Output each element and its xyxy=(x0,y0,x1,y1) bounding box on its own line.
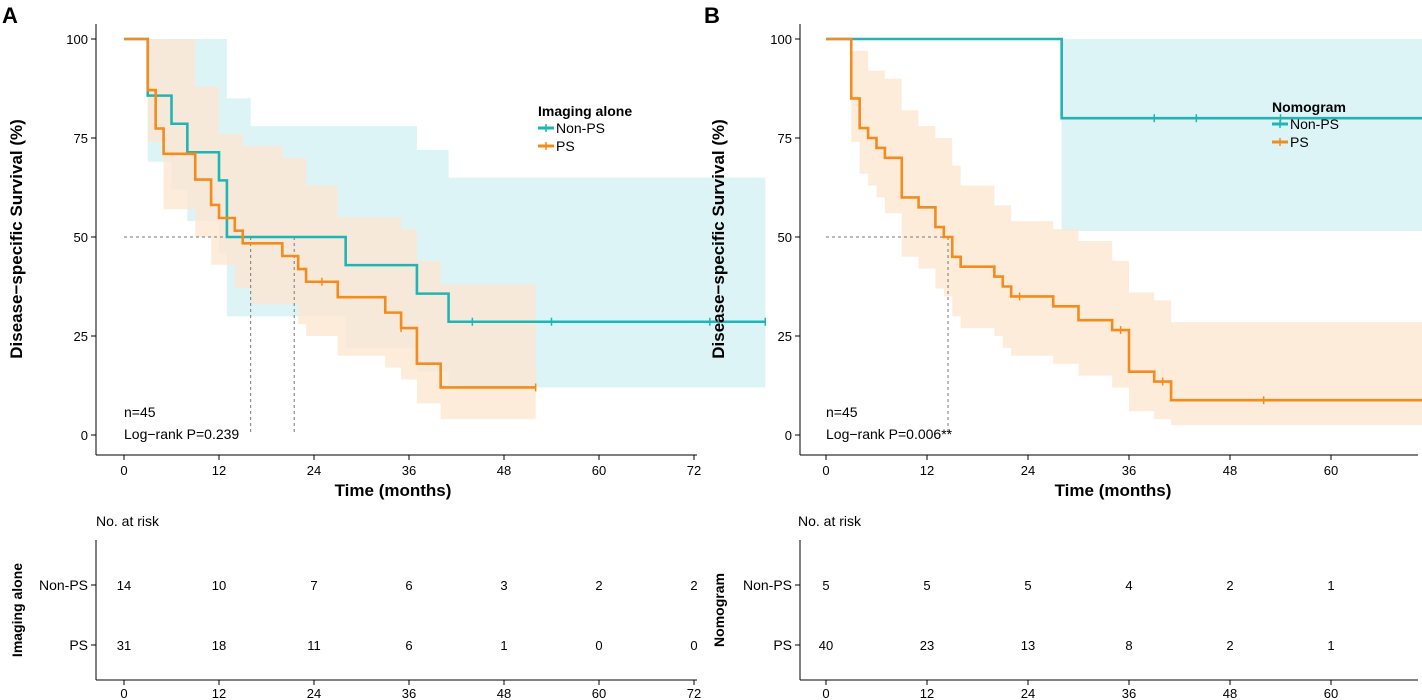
legend-label-non-ps: Non-PS xyxy=(556,120,605,136)
risk-x-tick-label: 12 xyxy=(212,686,226,700)
km-panel-b: B02550751000122436486072Disease−specific… xyxy=(704,3,1422,700)
risk-count: 5 xyxy=(822,578,829,593)
ci-band-ps xyxy=(826,39,1422,426)
risk-count: 2 xyxy=(1226,578,1233,593)
n-annotation: n=45 xyxy=(124,404,156,420)
risk-count: 1 xyxy=(1327,578,1334,593)
risk-count: 18 xyxy=(212,638,226,653)
risk-x-tick-label: 48 xyxy=(1223,686,1237,700)
risk-count: 6 xyxy=(405,638,412,653)
legend-label-ps: PS xyxy=(556,138,575,154)
risk-x-tick-label: 24 xyxy=(1021,686,1035,700)
x-tick-label: 36 xyxy=(402,463,416,478)
risk-table-title: No. at risk xyxy=(798,513,862,529)
risk-count: 10 xyxy=(212,578,226,593)
x-tick-label: 24 xyxy=(1021,463,1035,478)
y-tick-label: 75 xyxy=(778,131,792,146)
risk-count: 0 xyxy=(595,638,602,653)
risk-x-tick-label: 0 xyxy=(120,686,127,700)
y-tick-label: 100 xyxy=(770,32,792,47)
x-tick-label: 36 xyxy=(1122,463,1136,478)
risk-count: 6 xyxy=(405,578,412,593)
survival-curve-ps xyxy=(124,37,536,389)
y-tick-label: 50 xyxy=(74,230,88,245)
y-tick-label: 50 xyxy=(778,230,792,245)
x-tick-label: 60 xyxy=(592,463,606,478)
y-tick-label: 25 xyxy=(74,329,88,344)
risk-row-label: PS xyxy=(69,637,88,653)
panel-letter: B xyxy=(704,3,720,28)
x-tick-label: 12 xyxy=(920,463,934,478)
risk-x-tick-label: 36 xyxy=(402,686,416,700)
risk-count: 3 xyxy=(500,578,507,593)
ci-band-ps xyxy=(124,39,536,420)
ci-band-non-ps xyxy=(826,39,1422,232)
risk-table-ylabel: Nomogram xyxy=(711,573,727,647)
risk-count: 31 xyxy=(117,638,131,653)
x-axis-title: Time (months) xyxy=(1055,481,1172,500)
y-tick-label: 0 xyxy=(785,428,792,443)
risk-row-label: Non-PS xyxy=(743,577,792,593)
risk-count: 14 xyxy=(117,578,131,593)
y-tick-label: 100 xyxy=(66,32,88,47)
y-axis-title: Disease−specific Survival (%) xyxy=(709,119,728,359)
x-tick-label: 48 xyxy=(1223,463,1237,478)
survival-curve-ps xyxy=(826,37,1422,402)
risk-count: 5 xyxy=(1024,578,1031,593)
x-tick-label: 60 xyxy=(1324,463,1338,478)
risk-count: 11 xyxy=(307,638,321,653)
risk-table-ylabel: Imaging alone xyxy=(9,563,25,657)
risk-count: 4 xyxy=(1125,578,1132,593)
x-tick-label: 0 xyxy=(822,463,829,478)
risk-count: 8 xyxy=(1125,638,1132,653)
survival-curve-non-ps xyxy=(826,37,1422,120)
risk-x-tick-label: 36 xyxy=(1122,686,1136,700)
risk-x-tick-label: 60 xyxy=(1324,686,1338,700)
risk-count: 7 xyxy=(310,578,317,593)
x-tick-label: 24 xyxy=(307,463,321,478)
risk-x-tick-label: 60 xyxy=(592,686,606,700)
x-tick-label: 48 xyxy=(497,463,511,478)
risk-x-tick-label: 72 xyxy=(687,686,701,700)
panel-letter: A xyxy=(2,3,18,28)
y-axis-title: Disease−specific Survival (%) xyxy=(7,119,26,359)
x-tick-label: 0 xyxy=(120,463,127,478)
risk-x-tick-label: 48 xyxy=(497,686,511,700)
risk-count: 5 xyxy=(923,578,930,593)
y-tick-label: 0 xyxy=(81,428,88,443)
risk-count: 1 xyxy=(1327,638,1334,653)
n-annotation: n=45 xyxy=(826,404,858,420)
risk-count: 2 xyxy=(595,578,602,593)
legend-label-ps: PS xyxy=(1290,134,1309,150)
risk-x-tick-label: 12 xyxy=(920,686,934,700)
legend-title: Nomogram xyxy=(1272,99,1346,115)
y-tick-label: 75 xyxy=(74,131,88,146)
x-tick-label: 72 xyxy=(687,463,701,478)
risk-count: 1 xyxy=(500,638,507,653)
risk-row-label: PS xyxy=(773,637,792,653)
x-tick-label: 12 xyxy=(212,463,226,478)
legend-label-non-ps: Non-PS xyxy=(1290,116,1339,132)
risk-count: 2 xyxy=(690,578,697,593)
risk-x-tick-label: 0 xyxy=(822,686,829,700)
legend-title: Imaging alone xyxy=(538,103,632,119)
x-axis-title: Time (months) xyxy=(335,481,452,500)
y-tick-label: 25 xyxy=(778,329,792,344)
risk-x-tick-label: 24 xyxy=(307,686,321,700)
risk-count: 40 xyxy=(819,638,833,653)
logrank-annotation: Log−rank P=0.239 xyxy=(124,426,239,442)
risk-count: 0 xyxy=(690,638,697,653)
risk-count: 13 xyxy=(1021,638,1035,653)
logrank-annotation: Log−rank P=0.006** xyxy=(826,426,953,442)
risk-count: 2 xyxy=(1226,638,1233,653)
risk-row-label: Non-PS xyxy=(39,577,88,593)
risk-table-title: No. at risk xyxy=(96,513,160,529)
survival-curve-non-ps xyxy=(124,37,766,324)
risk-count: 23 xyxy=(920,638,934,653)
